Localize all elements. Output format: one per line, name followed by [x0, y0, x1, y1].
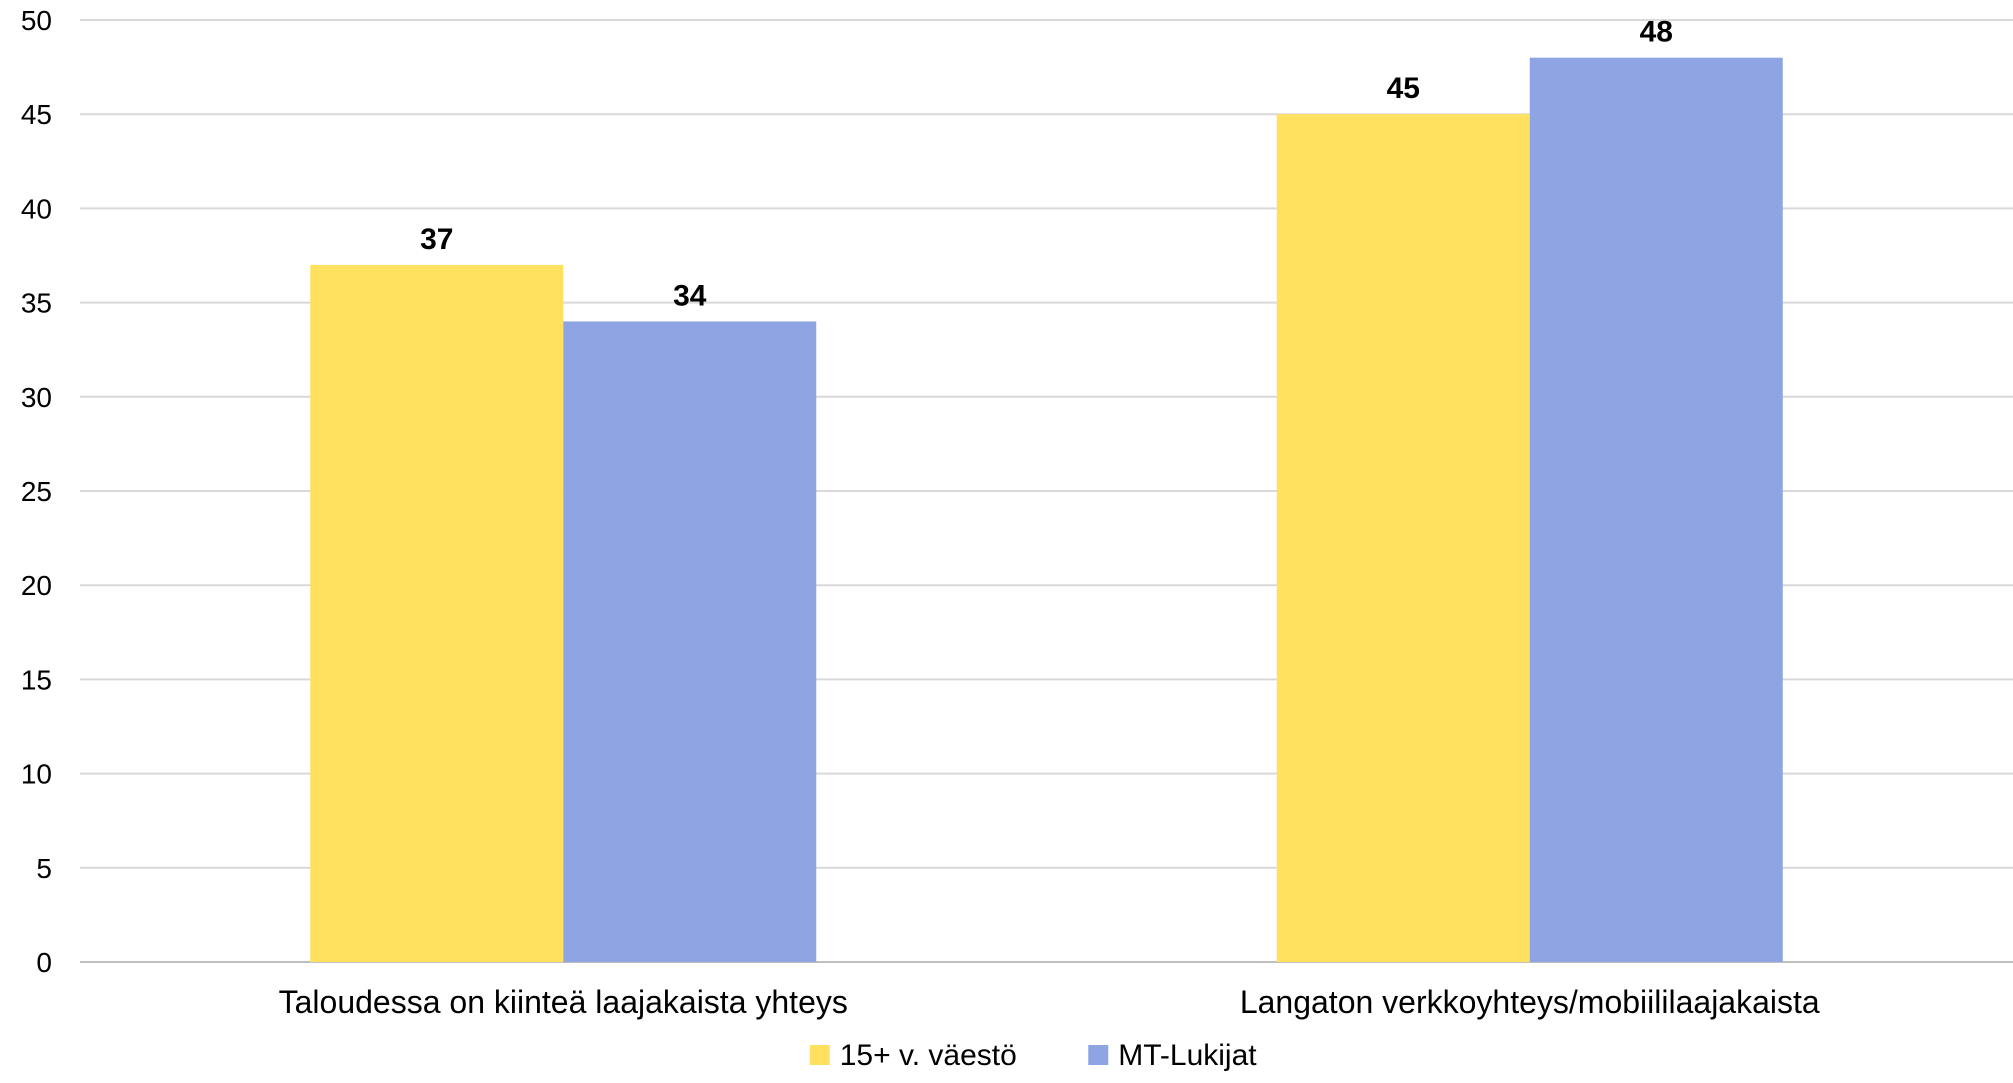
- y-tick-label-10: 10: [21, 759, 52, 790]
- bar-2-2: [1529, 57, 1783, 963]
- legend-label-2: MT-Lukijat: [1118, 1039, 1257, 1072]
- y-tick-label-35: 35: [21, 288, 52, 319]
- y-tick-label-30: 30: [21, 382, 52, 413]
- bar-1-1: [310, 264, 564, 962]
- y-tick-label-5: 5: [36, 853, 52, 884]
- data-label-2-1: 45: [1387, 72, 1420, 105]
- data-label-2-2: 48: [1640, 16, 1673, 49]
- bars: [310, 57, 1783, 963]
- data-label-1-2: 34: [673, 279, 707, 312]
- y-tick-label-20: 20: [21, 570, 52, 601]
- legend-swatch-1: [809, 1045, 830, 1065]
- legend-swatch-2: [1088, 1045, 1109, 1065]
- y-tick-label-15: 15: [21, 664, 52, 695]
- y-tick-label-45: 45: [21, 99, 52, 130]
- y-tick-label-40: 40: [21, 193, 52, 224]
- category-label-1: Taloudessa on kiinteä laajakaista yhteys: [279, 984, 848, 1020]
- y-tick-label-0: 0: [36, 947, 52, 978]
- y-tick-label-50: 50: [21, 5, 52, 36]
- legend-label-1: 15+ v. väestö: [840, 1039, 1017, 1072]
- y-tick-label-25: 25: [21, 476, 52, 507]
- legend: 15+ v. väestö MT-Lukijat: [809, 1039, 1257, 1072]
- category-label-2: Langaton verkkoyhteys/mobiililaajakaista: [1240, 984, 1820, 1020]
- data-label-1-1: 37: [420, 223, 453, 256]
- data-labels: 37 34 45 48: [420, 16, 1673, 313]
- category-labels: Taloudessa on kiinteä laajakaista yhteys…: [279, 984, 1820, 1020]
- bar-2-1: [1276, 114, 1530, 962]
- y-axis-ticks: 0 5 10 15 20 25 30 35 40 45 50: [21, 5, 52, 978]
- bar-1-2: [563, 321, 817, 962]
